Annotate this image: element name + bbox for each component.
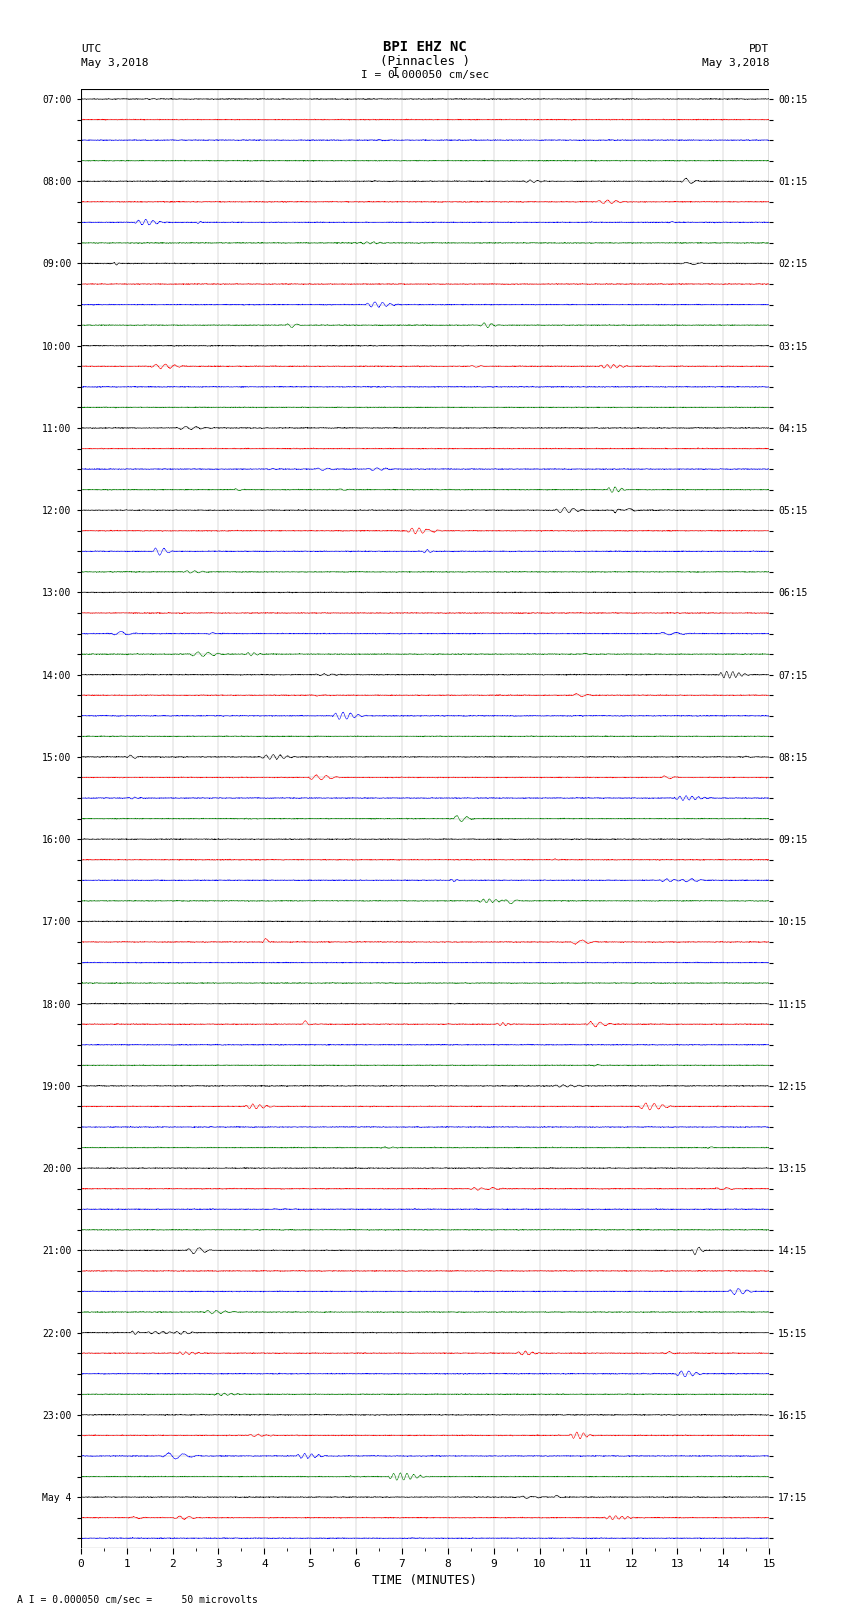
Text: May 3,2018: May 3,2018 xyxy=(81,58,148,68)
Text: I: I xyxy=(392,66,399,79)
Text: PDT: PDT xyxy=(749,44,769,53)
Text: May 3,2018: May 3,2018 xyxy=(702,58,769,68)
Text: BPI EHZ NC: BPI EHZ NC xyxy=(383,40,467,53)
Text: A I = 0.000050 cm/sec =     50 microvolts: A I = 0.000050 cm/sec = 50 microvolts xyxy=(17,1595,258,1605)
Text: UTC: UTC xyxy=(81,44,101,53)
Text: I = 0.000050 cm/sec: I = 0.000050 cm/sec xyxy=(361,69,489,79)
X-axis label: TIME (MINUTES): TIME (MINUTES) xyxy=(372,1574,478,1587)
Text: (Pinnacles ): (Pinnacles ) xyxy=(380,55,470,68)
